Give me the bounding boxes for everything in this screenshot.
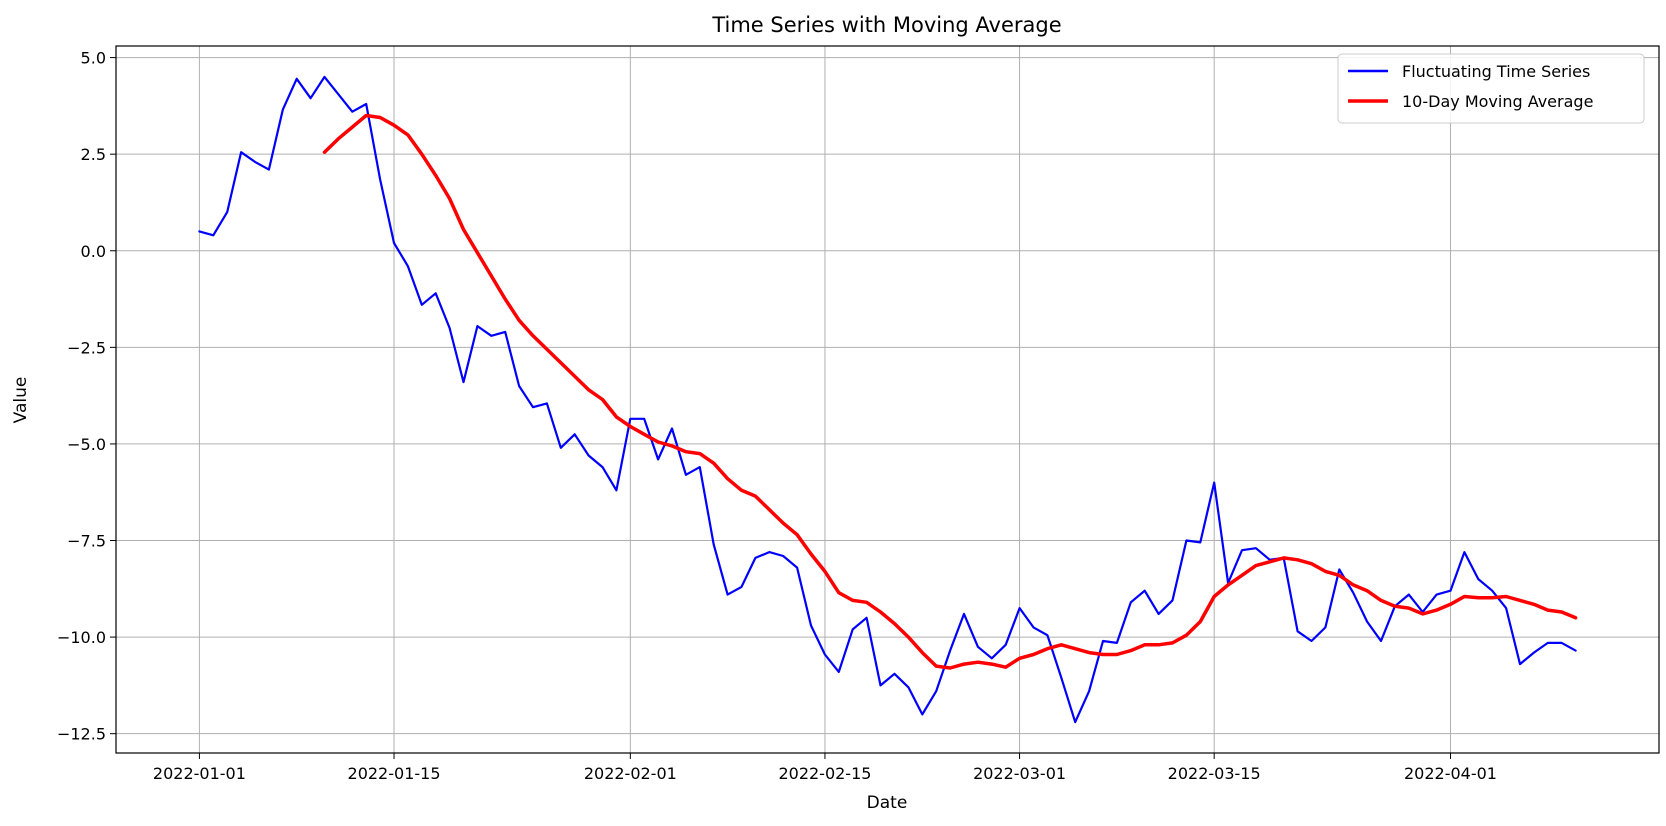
x-tick-label: 2022-02-01 (584, 764, 677, 783)
grid-lines (116, 46, 1659, 753)
x-tick-label: 2022-03-15 (1168, 764, 1261, 783)
legend: Fluctuating Time Series 10-Day Moving Av… (1337, 53, 1645, 124)
x-tick-label: 2022-04-01 (1404, 764, 1497, 783)
y-axis-ticks: −12.5 −10.0 −7.5 −5.0 −2.5 0.0 2.5 5.0 (57, 49, 116, 744)
legend-box (1337, 53, 1645, 124)
y-tick-label: −5.0 (67, 435, 106, 454)
x-tick-label: 2022-01-15 (348, 764, 441, 783)
y-tick-label: −10.0 (57, 628, 106, 647)
legend-label-series-1: 10-Day Moving Average (1402, 92, 1593, 111)
moving-average-line (322, 113, 1578, 670)
y-tick-label: 2.5 (81, 145, 106, 164)
y-tick-label: 5.0 (81, 49, 106, 68)
plot-area-frame (115, 45, 1660, 754)
x-tick-label: 2022-01-01 (153, 764, 246, 783)
x-axis-label: Date (867, 793, 908, 813)
data-series (198, 75, 1578, 724)
x-axis-ticks: 2022-01-01 2022-01-15 2022-02-01 2022-02-15… (153, 753, 1497, 783)
legend-label-series-0: Fluctuating Time Series (1402, 62, 1590, 81)
x-tick-label: 2022-03-01 (973, 764, 1066, 783)
y-tick-label: −12.5 (57, 725, 106, 744)
y-tick-label: 0.0 (81, 242, 106, 261)
y-axis-label: Value (11, 377, 31, 424)
y-tick-label: −7.5 (67, 532, 106, 551)
x-tick-label: 2022-02-15 (778, 764, 871, 783)
chart-title: Time Series with Moving Average (711, 13, 1061, 37)
y-tick-label: −2.5 (67, 338, 106, 357)
